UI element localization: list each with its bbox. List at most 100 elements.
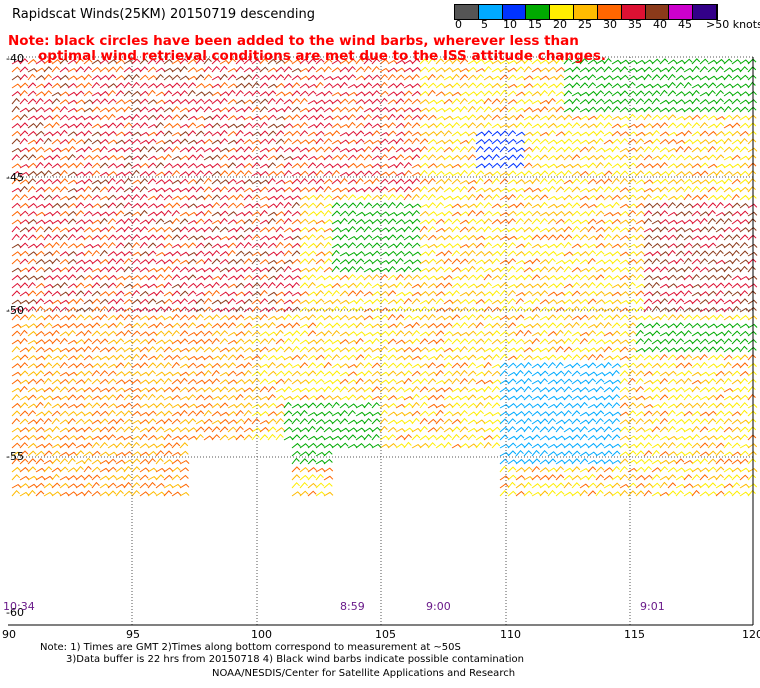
wind-barb [251,323,262,329]
wind-barb [27,466,37,473]
wind-barb [603,82,613,89]
wind-barb [547,250,557,257]
wind-barb [435,227,446,233]
wind-barb [155,435,166,441]
wind-barb [419,401,428,409]
wind-barb [307,178,317,185]
wind-barb [75,235,86,241]
wind-barb [243,378,253,385]
wind-barb [483,75,494,81]
wind-barb [99,217,108,225]
wind-barb [387,67,398,73]
wind-barb [203,267,214,273]
wind-barb [491,283,502,289]
wind-barb [147,491,157,497]
wind-barb [403,235,414,241]
wind-barb [683,370,693,377]
wind-barb [603,203,614,209]
wind-barb [507,411,518,417]
wind-barb [651,219,662,225]
wind-barb [267,426,277,433]
wind-barb [475,387,486,393]
wind-barb [67,306,77,313]
wind-barb [267,162,277,169]
wind-barb [379,202,389,209]
wind-barb [75,418,85,425]
wind-barb [91,139,102,145]
wind-barb [283,82,293,89]
wind-barb [547,211,557,217]
wind-barb [51,417,60,425]
wind-barb [243,146,253,153]
wind-barb [19,291,30,297]
wind-barb [251,145,260,153]
wind-barb [683,393,692,401]
wind-barb [475,242,485,249]
wind-barb [195,67,206,73]
wind-barb [27,489,36,497]
wind-barb [291,235,302,241]
wind-barb [155,121,164,129]
wind-barb [59,241,68,249]
wind-barb [723,123,734,129]
wind-barb [75,450,85,457]
wind-barb [99,298,109,305]
wind-barb [307,107,318,113]
wind-barb [635,219,646,225]
wind-barb [579,243,590,249]
wind-barb [387,201,396,209]
wind-barb [427,123,437,129]
wind-barb [419,162,429,169]
wind-barb [291,345,300,353]
wind-barb [163,209,172,217]
wind-barb [347,130,357,137]
wind-barb [99,418,109,425]
wind-barb [211,419,222,425]
legend-swatch [669,5,694,19]
wind-barb [699,371,710,377]
wind-barb [435,282,445,289]
wind-barb [131,466,141,473]
wind-barb [387,226,397,233]
wind-barb [171,474,181,481]
wind-barb [323,90,333,97]
wind-barb [523,98,533,105]
wind-barb [267,337,276,345]
wind-barb [723,347,734,353]
wind-barb [27,442,37,449]
wind-barb [67,115,78,121]
wind-barb [747,290,757,297]
wind-barb [179,147,190,153]
wind-barb [27,162,37,169]
wind-barb [147,89,156,97]
wind-barb [43,242,53,249]
wind-barb [403,291,414,297]
wind-barb [323,194,333,201]
wind-barb [427,131,437,137]
wind-barb [259,267,270,273]
wind-barb [99,410,109,417]
wind-barb [27,243,38,249]
wind-barb [371,194,381,201]
wind-barb [595,137,604,145]
wind-barb [331,59,342,65]
wind-barb [659,154,669,161]
wind-barb [203,402,213,409]
wind-barb [211,299,222,305]
wind-barb [147,218,156,225]
wind-barb [163,74,173,81]
wind-barb [499,227,510,233]
wind-barb [51,379,61,385]
wind-barb [507,387,517,393]
wind-barb [35,75,45,81]
wind-barb [419,178,429,185]
wind-barb [339,123,350,129]
wind-barb [139,371,150,377]
wind-barb [539,418,549,425]
wind-barb [91,410,101,417]
wind-barb [267,315,278,321]
wind-barb [699,162,709,169]
wind-barb [315,155,326,161]
wind-barb [499,130,509,137]
